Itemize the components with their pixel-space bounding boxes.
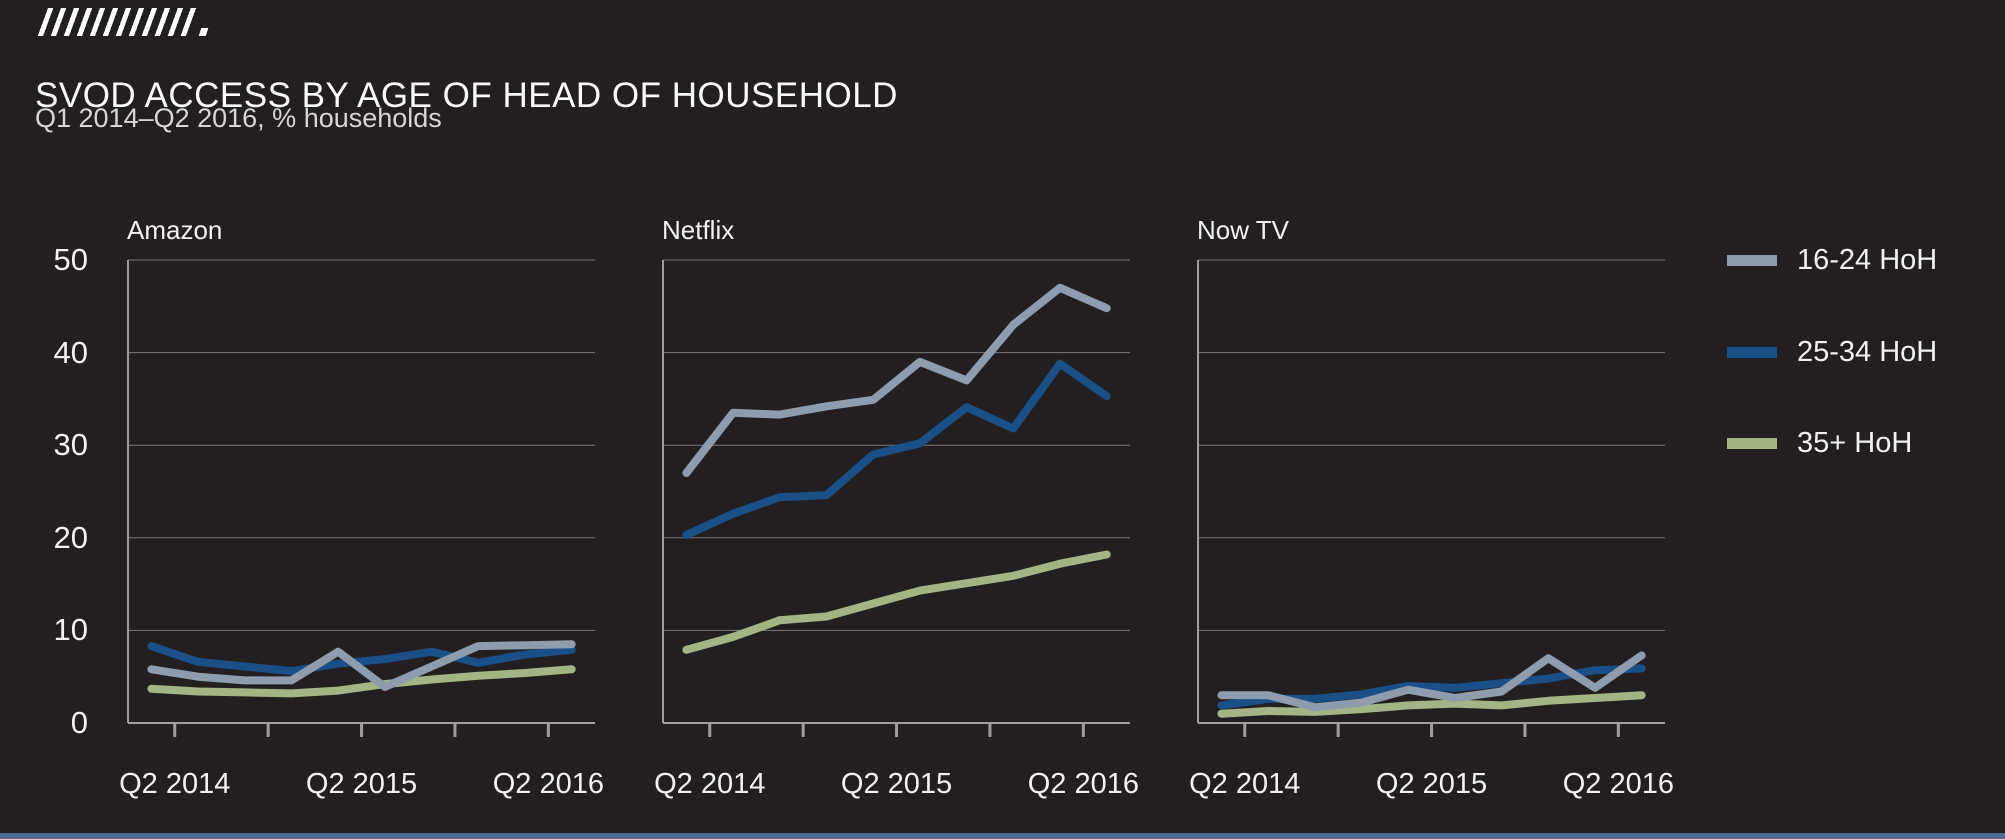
series-line-25-34-hoh	[682, 359, 1111, 539]
legend-label-16-24: 16-24 HoH	[1797, 243, 1938, 276]
line-chart-amazon	[127, 259, 595, 737]
legend-swatch-35plus	[1727, 437, 1777, 449]
series-line-35-hoh	[682, 550, 1111, 654]
legend-swatch-16-24	[1727, 254, 1777, 266]
brand-hatch-logo	[35, 8, 197, 36]
x-tick-label: Q2 2016	[492, 768, 604, 800]
series-line-16-24-hoh	[1217, 651, 1646, 712]
x-tick-label: Q2 2015	[305, 768, 418, 800]
x-tick-label: Q2 2016	[1562, 768, 1674, 800]
x-tick-label: Q2 2014	[119, 768, 231, 800]
series-line-35-hoh	[1217, 691, 1646, 718]
y-tick-label: 10	[53, 612, 88, 648]
series-line-16-24-hoh	[682, 283, 1111, 477]
legend-entry-25-34: 25-34 HoH	[1727, 332, 1937, 372]
line-chart-netflix	[662, 259, 1130, 737]
y-tick-label: 20	[53, 519, 88, 555]
legend-entry-16-24: 16-24 HoH	[1727, 240, 1937, 280]
legend-label-35plus: 35+ HoH	[1797, 426, 1913, 459]
legend-swatch-25-34	[1727, 346, 1777, 358]
x-tick-label: Q2 2014	[654, 768, 766, 800]
line-chart-nowtv	[1197, 259, 1665, 737]
x-tick-label: Q2 2015	[1375, 768, 1488, 800]
panel-title-nowtv: Now TV	[1197, 215, 1289, 245]
x-tick-label: Q2 2015	[840, 768, 953, 800]
panel-title-netflix: Netflix	[662, 215, 735, 245]
y-tick-label: 50	[53, 242, 88, 277]
x-tick-label: Q2 2016	[1027, 768, 1139, 800]
series-line-25-34-hoh	[147, 642, 576, 676]
y-tick-label: 30	[53, 427, 88, 463]
legend-entry-35plus: 35+ HoH	[1727, 423, 1912, 463]
y-tick-label: 0	[70, 705, 88, 740]
series-line-16-24-hoh	[147, 640, 576, 691]
y-tick-label: 40	[53, 334, 88, 370]
series-line-35-hoh	[147, 665, 576, 698]
legend-label-25-34: 25-34 HoH	[1797, 335, 1938, 368]
brand-hatch-logo-dot	[198, 28, 209, 36]
footer-accent-bar	[0, 833, 2005, 839]
x-tick-label: Q2 2014	[1189, 768, 1301, 800]
page-subtitle: Q1 2014–Q2 2016, % households	[35, 103, 442, 133]
panel-title-amazon: Amazon	[127, 215, 223, 245]
page-title: SVOD ACCESS BY AGE OF HEAD OF HOUSEHOLD	[35, 76, 898, 116]
